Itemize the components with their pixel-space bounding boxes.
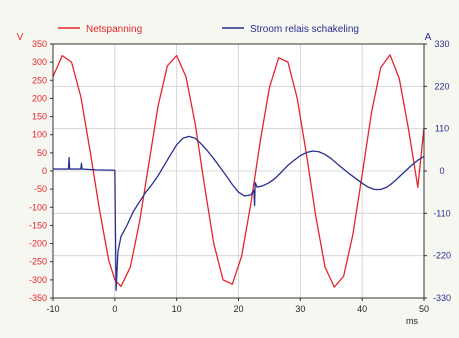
y-right-tick-label: 0 — [439, 166, 444, 176]
y-right-tick-label: 110 — [435, 124, 449, 134]
series-line-1 — [53, 135, 425, 291]
legend: Netspanning Stroom relais schakeling — [58, 24, 359, 35]
y-left-tick-label: 350 — [32, 39, 47, 49]
x-tick-label: 10 — [172, 304, 182, 314]
y-left-tick-label: -100 — [29, 202, 47, 212]
x-tick-label: -10 — [46, 304, 59, 314]
legend-label-1: Stroom relais schakeling — [250, 24, 359, 35]
y-left-tick-label: 300 — [32, 57, 47, 67]
y-right-tick-label: -110 — [433, 208, 450, 218]
y-left-tick-label: -50 — [34, 184, 47, 194]
x-tick-label: 0 — [112, 304, 117, 314]
y-left-tick-label: 150 — [32, 112, 47, 122]
y-right-axis-label: A — [425, 32, 432, 43]
y-left-tick-label: -200 — [29, 239, 47, 249]
y-left-tick-label: -300 — [29, 275, 47, 285]
y-left-tick-label: -150 — [29, 220, 47, 230]
axes: -10 0 10 20 30 40 503302201100-110-220-3303503… — [17, 32, 451, 326]
y-right-tick-label: 330 — [434, 39, 449, 49]
y-left-tick-label: 200 — [32, 93, 47, 103]
y-right-tick-label: -220 — [433, 251, 451, 261]
x-tick-label: 30 — [295, 304, 305, 314]
x-tick-label: 20 — [233, 304, 243, 314]
y-left-tick-label: 100 — [32, 130, 47, 140]
x-tick-label: 40 — [357, 304, 367, 314]
y-right-tick-label: -330 — [433, 293, 451, 303]
y-left-tick-label: 0 — [42, 166, 47, 176]
y-left-tick-label: 250 — [32, 75, 47, 85]
y-right-tick-label: 220 — [434, 81, 449, 91]
y-left-tick-label: -250 — [29, 257, 47, 267]
series-line-0 — [52, 54, 425, 288]
series-layer — [52, 54, 425, 291]
legend-label-0: Netspanning — [86, 24, 142, 35]
y-left-tick-label: -350 — [29, 293, 47, 303]
x-axis-label: ms — [406, 316, 418, 326]
y-left-axis-label: V — [17, 32, 24, 43]
x-tick-label: 50 — [419, 304, 429, 314]
y-left-tick-label: 50 — [37, 148, 47, 158]
